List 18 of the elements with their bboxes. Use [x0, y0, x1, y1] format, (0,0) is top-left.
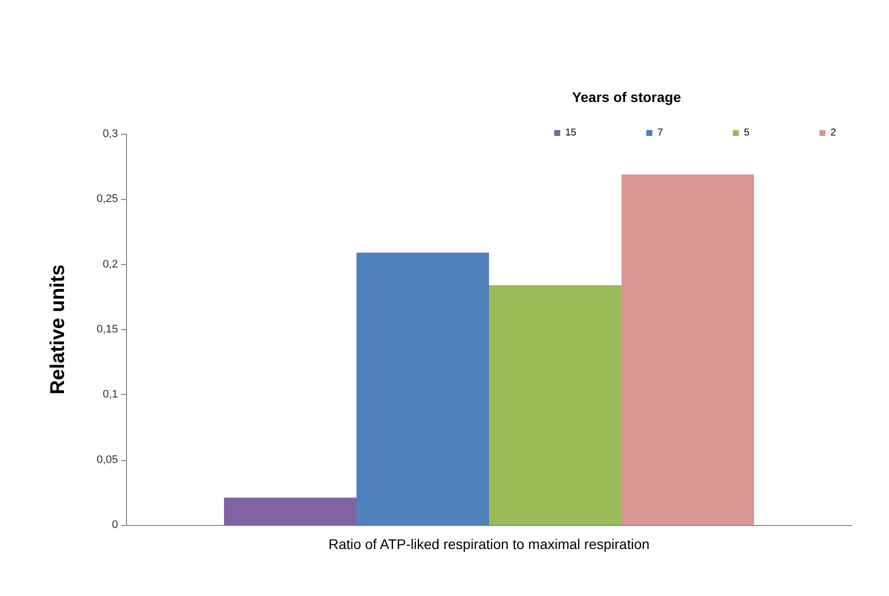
y-tick-label: 0,15	[96, 324, 118, 336]
legend-label: 2	[830, 128, 836, 138]
y-tick-label: 0,1	[102, 388, 118, 401]
legend-label: 5	[744, 128, 750, 138]
y-tick-label: 0,2	[102, 258, 118, 270]
y-tick-label: 0,25	[96, 193, 118, 206]
y-axis-title: Relative units	[47, 264, 69, 395]
y-tick-label: 0,3	[102, 128, 118, 140]
y-tick-label: 0	[112, 519, 118, 531]
x-tick-label: Ratio of ATP-liked respiration to maximal respiration	[328, 536, 650, 552]
bar	[621, 174, 754, 525]
y-tick-label: 0,05	[96, 454, 118, 466]
bar	[224, 498, 357, 525]
legend-label: 15	[565, 128, 577, 138]
bar	[356, 252, 489, 525]
legend-title: Years of storage	[572, 89, 682, 105]
bar	[489, 285, 622, 525]
legend-label: 7	[657, 128, 664, 138]
